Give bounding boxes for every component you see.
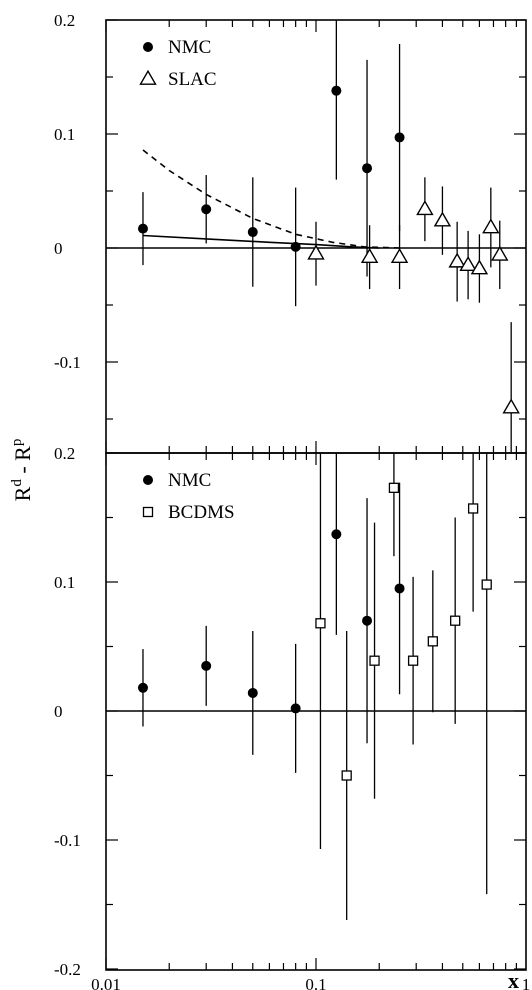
slac-point: [482, 218, 500, 234]
nmc-point: [290, 241, 301, 252]
bcdms-point: [341, 770, 352, 781]
nmc-point: [137, 223, 148, 234]
x-tick-label: 1: [522, 975, 531, 990]
legend-label: NMC: [168, 470, 211, 491]
slac-point: [307, 244, 325, 260]
bcdms-point: [427, 636, 438, 647]
slac-point: [360, 247, 379, 264]
slac-point: [416, 200, 434, 216]
y-tick-label: 0.2: [54, 11, 75, 30]
nmc-point: [362, 615, 373, 626]
slac-point: [433, 211, 452, 227]
slac-point: [491, 245, 509, 261]
data-markers: [137, 85, 520, 781]
legend-label: SLAC: [168, 69, 217, 90]
bcdms-point: [450, 615, 461, 626]
slac-point: [390, 247, 409, 264]
bcdms-point: [407, 655, 419, 666]
nmc-point: [331, 529, 342, 540]
nmc-point: [394, 132, 405, 143]
y-tick-label: -0.1: [54, 353, 81, 372]
nmc-point: [201, 660, 212, 671]
tick-labels: 0.2 0.1 0 -0.1 0.2 0.1 0 -0.1 -0.2 0.01 0.1 1: [54, 11, 530, 990]
y-tick-label: 0: [54, 239, 63, 258]
slac-point: [502, 398, 520, 414]
y-axis-title: Rd - Rp: [9, 439, 35, 502]
legend-marker-bcdms: [142, 506, 154, 518]
nmc-point: [290, 703, 301, 714]
bcdms-point: [315, 618, 326, 629]
y-tick-label: 0.2: [54, 444, 75, 463]
bcdms-point: [369, 655, 380, 666]
slac-point: [448, 252, 466, 268]
slac-point: [470, 259, 489, 275]
bcdms-point: [467, 503, 479, 514]
legend-label: BCDMS: [168, 502, 235, 523]
y-tick-label: -0.1: [54, 831, 81, 850]
bcdms-point: [388, 482, 400, 493]
x-axis-title: x: [508, 968, 519, 990]
legend-label: NMC: [168, 37, 211, 58]
legend-marker-nmc: [143, 475, 153, 485]
legend-marker-slac: [139, 69, 157, 85]
legend-marker-nmc: [143, 42, 153, 52]
legends: NMC SLAC NMC BCDMS: [139, 37, 235, 523]
nmc-point: [247, 687, 258, 698]
y-tick-label: 0: [54, 702, 63, 721]
y-tick-label: -0.2: [54, 960, 81, 979]
y-tick-label: 0.1: [54, 125, 75, 144]
nmc-point: [394, 583, 405, 594]
y-tick-label: 0.1: [54, 573, 75, 592]
x-tick-label: 0.01: [91, 975, 121, 990]
nmc-point: [331, 85, 342, 96]
x-tick-label: 0.1: [305, 975, 326, 990]
nmc-point: [137, 682, 148, 693]
nmc-point: [201, 204, 212, 215]
bcdms-point: [481, 579, 492, 590]
nmc-point: [247, 227, 258, 238]
slac-point: [459, 255, 477, 271]
nmc-point: [362, 163, 373, 174]
